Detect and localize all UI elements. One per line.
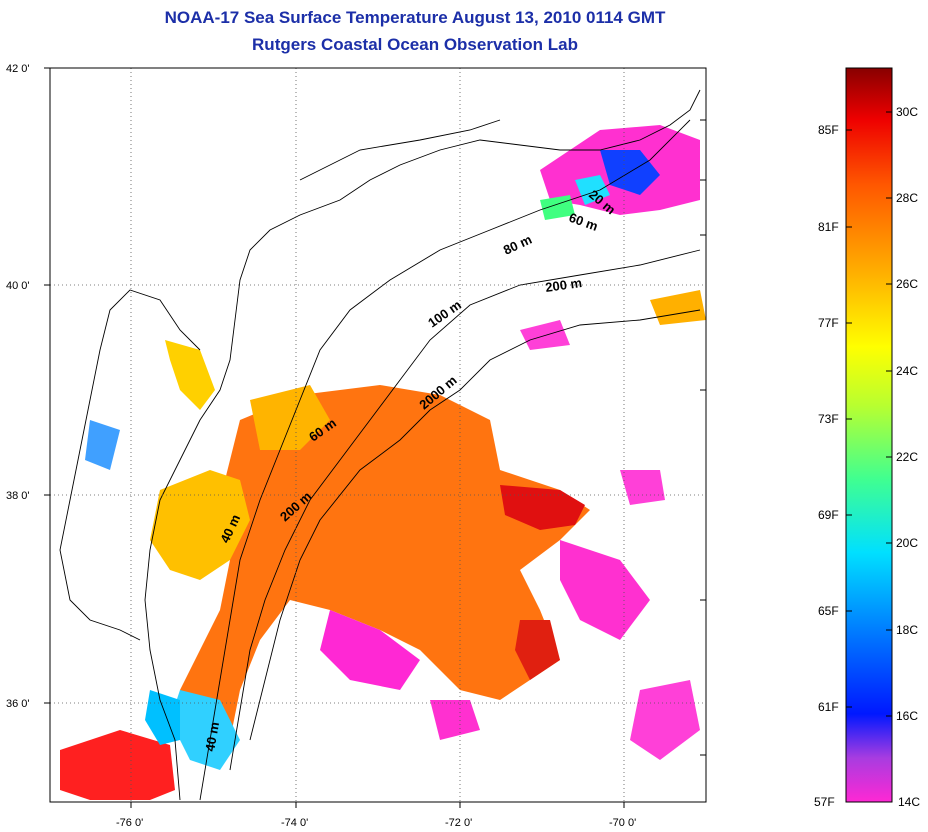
isobath-label-40m-south: 40 m — [202, 721, 222, 753]
lat-label-40: 40 0' — [6, 280, 30, 292]
cb-c-28: 28C — [896, 191, 918, 205]
sst-speckle-4 — [520, 320, 570, 350]
sst-delaware-bay — [165, 340, 215, 410]
isobath-label-100m: 100 m — [425, 297, 464, 330]
sst-pamlico — [60, 730, 175, 800]
isobath-label-80m: 80 m — [501, 232, 534, 258]
cb-f-85: 85F — [818, 123, 839, 137]
sst-hot-patch — [515, 620, 560, 680]
lat-label-42: 42 0' — [6, 63, 30, 75]
lon-label-74: -74 0' — [281, 817, 308, 829]
sst-cool-fringe-2 — [170, 690, 240, 770]
longitude-labels: -76 0' -74 0' -72 0' -70 0' — [116, 817, 636, 829]
sst-speckle-2 — [630, 680, 700, 760]
map-frame — [49, 67, 707, 803]
map-ticks — [44, 67, 706, 808]
sst-hot-core — [500, 485, 585, 530]
cb-f-73: 73F — [818, 412, 839, 426]
cb-c-16: 16C — [896, 709, 918, 723]
sst-ne-cyan — [575, 175, 610, 205]
sst-imagery — [60, 125, 706, 800]
sst-speckle-3 — [650, 290, 706, 325]
cb-f-57: 57F — [814, 795, 835, 809]
sst-bay-cyan — [145, 690, 180, 745]
lon-label-72: -72 0' — [445, 817, 472, 829]
cb-f-77: 77F — [818, 316, 839, 330]
graticule — [50, 68, 706, 802]
cb-c-26: 26C — [896, 277, 918, 291]
long-island-outline — [299, 119, 501, 181]
cb-c-18: 18C — [896, 623, 918, 637]
map-title: NOAA-17 Sea Surface Temperature August 1… — [164, 8, 666, 27]
cb-f-81: 81F — [818, 220, 839, 234]
latitude-labels: 42 0' 40 0' 38 0' 36 0' — [6, 63, 30, 710]
sst-yellow-shelf — [150, 470, 250, 580]
lon-label-76: -76 0' — [116, 817, 143, 829]
isobath-200m — [229, 249, 701, 771]
chesapeake-outline — [59, 289, 201, 641]
sst-yellow-nj — [250, 385, 330, 450]
cb-c-22: 22C — [896, 450, 918, 464]
isobath-2000m — [249, 309, 701, 741]
sst-speckle-5 — [85, 420, 120, 470]
isobath-label-60m-ne: 60 m — [567, 210, 600, 234]
sst-cool-fringe-4 — [430, 700, 480, 740]
coastline — [144, 89, 701, 801]
isobath-label-200m-ne: 200 m — [544, 275, 583, 295]
cb-c-30: 30C — [896, 105, 918, 119]
cb-f-61: 61F — [818, 700, 839, 714]
lat-label-36: 36 0' — [6, 698, 30, 710]
coastline-bathymetry — [59, 89, 701, 801]
cb-f-65: 65F — [818, 604, 839, 618]
sst-cool-fringe-3 — [560, 540, 650, 640]
cb-f-69: 69F — [818, 508, 839, 522]
lon-label-70: -70 0' — [609, 817, 636, 829]
sst-cool-fringe-1 — [320, 610, 420, 690]
lat-label-38: 38 0' — [6, 490, 30, 502]
cb-c-14: 14C — [898, 795, 920, 809]
sst-speckle-1 — [620, 470, 665, 505]
isobath-20m — [199, 119, 691, 801]
map-subtitle: Rutgers Coastal Ocean Observation Lab — [252, 35, 578, 54]
colorbar-ticks — [846, 111, 892, 717]
cb-c-20: 20C — [896, 536, 918, 550]
cb-c-24: 24C — [896, 364, 918, 378]
sst-warm-body — [180, 385, 590, 760]
colorbar-fahrenheit-labels: 85F 81F 77F 73F 69F 65F 61F 57F — [814, 123, 839, 809]
colorbar — [845, 67, 893, 803]
colorbar-celsius-labels: 30C 28C 26C 24C 22C 20C 18C 16C 14C — [896, 105, 920, 809]
